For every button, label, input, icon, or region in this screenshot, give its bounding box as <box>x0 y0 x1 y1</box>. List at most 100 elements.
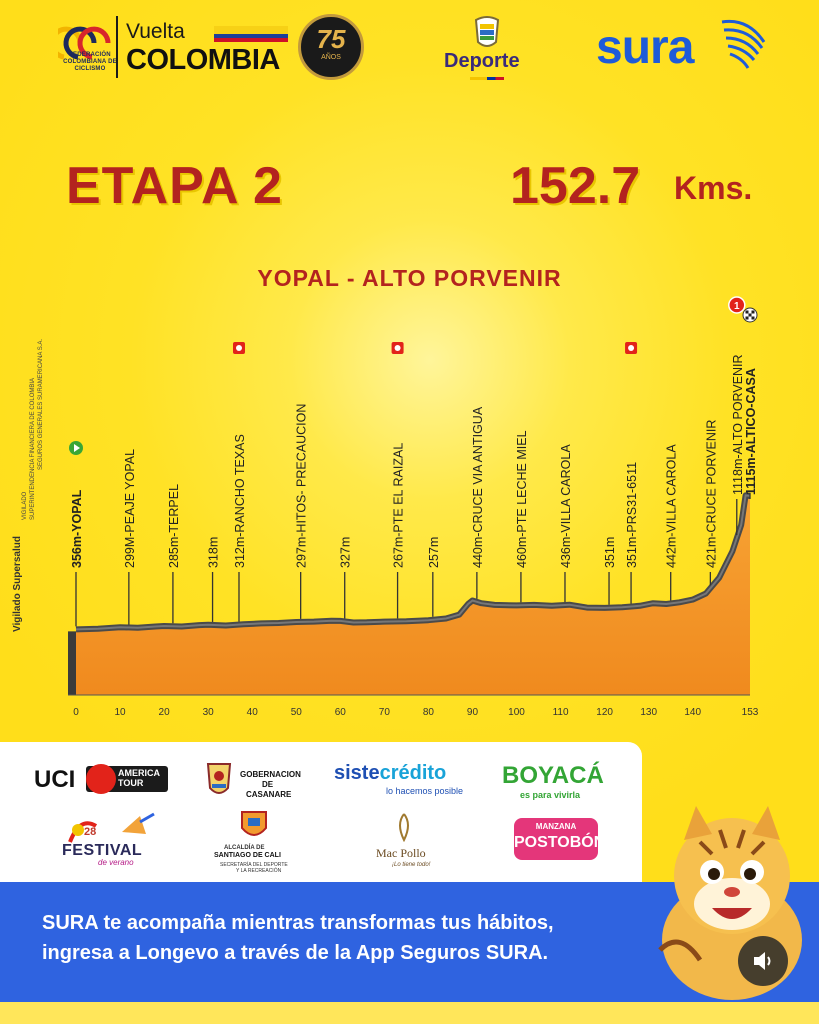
finish-flag-cell <box>745 310 749 314</box>
waypoint-label: 267m-PTE EL RAIZAL <box>392 443 406 568</box>
x-tick-label: 100 <box>508 707 525 718</box>
tiger-mascot-icon <box>658 806 802 1000</box>
profile-side-wall <box>68 631 76 695</box>
waypoint-label: 460m-PTE LECHE MIEL <box>515 430 529 568</box>
fcc-name: FEDERACIÓN COLOMBIANA DE CICLISMO <box>63 52 117 72</box>
x-tick-label: 50 <box>291 707 303 718</box>
mac-pollo-icon <box>399 813 409 842</box>
vuelta-title: COLOMBIA <box>126 44 280 76</box>
x-tick-label: 90 <box>467 707 479 718</box>
mac-pollo-tagline: ¡Lo tiene todo! <box>392 862 431 868</box>
waypoint-label: 1118m-ALTO PORVENIR <box>731 354 745 495</box>
waypoint-label: 442m-VILLA CAROLA <box>665 444 679 568</box>
x-tick-label: 30 <box>203 707 215 718</box>
x-tick-label: 0 <box>73 707 79 718</box>
waypoint-label: 285m-TERPEL <box>167 484 181 568</box>
anniversary-number: 75 <box>316 24 346 54</box>
festival-subtitle: de verano <box>98 858 134 867</box>
credito-part: crédito <box>379 762 447 784</box>
mac-pollo-name: Mac Pollo <box>376 846 426 860</box>
boyaca-logo: BOYACÁ <box>502 762 604 789</box>
cali-line-2: SANTIAGO DE CALI <box>214 852 281 859</box>
banner-line-1: SURA te acompaña mientras transformas tu… <box>42 912 554 934</box>
waypoint-label: 356m-YOPAL <box>70 489 84 568</box>
x-tick-label: 110 <box>553 707 569 718</box>
festival-number: 28 <box>84 826 97 838</box>
stage-route: YOPAL - ALTO PORVENIR <box>257 265 562 291</box>
uci-tour-line-2: TOUR <box>118 778 144 788</box>
x-tick-label: 120 <box>596 707 613 718</box>
cali-line-3: SECRETARÍA DEL DEPORTE <box>220 862 288 868</box>
postobon-top-text: MANZANA <box>535 822 577 831</box>
uci-tour-line-1: AMERICA <box>118 768 160 778</box>
casanare-crest-icon <box>206 763 232 794</box>
siste-part: siste <box>334 762 380 784</box>
x-tick-label: 60 <box>335 707 347 718</box>
x-tick-label: 10 <box>114 707 126 718</box>
sprint-dot-icon <box>235 345 242 351</box>
x-tick-label: 70 <box>379 707 391 718</box>
climb-marker-label: 1 <box>734 301 740 312</box>
climb-marker-icon <box>728 296 746 314</box>
profile-ridge-highlight <box>75 494 751 631</box>
waypoint-label: 257m <box>427 537 441 568</box>
cali-line-4: Y LA RECREACIÓN <box>236 868 282 874</box>
fcc-logo-icon <box>58 26 111 60</box>
sprint-dot-icon <box>394 345 401 351</box>
x-tick-label: 20 <box>159 707 171 718</box>
finish-flag-cell <box>745 316 749 320</box>
x-tick-label: 40 <box>247 707 259 718</box>
postobon-main-text: POSTOBÓN <box>514 834 606 851</box>
waypoint-label: 1115m-ALTICO-CASA <box>744 368 758 495</box>
x-tick-label: 140 <box>684 707 701 718</box>
sura-logo-text: sura <box>596 21 694 74</box>
x-tick-label: 130 <box>640 707 657 718</box>
waypoint-label: 440m-CRUCE VIA ANTIGUA <box>471 406 485 568</box>
header-divider <box>116 16 118 78</box>
bottom-strip <box>0 1002 819 1024</box>
gobernacion-line-3: CASANARE <box>246 790 292 799</box>
elevation-profile-chart: 356m-YOPAL 299M-PEAJE YOPAL 285m-TERPEL 318… <box>68 296 759 718</box>
start-arrow-icon <box>74 444 80 452</box>
waypoint-label: 312m-RANCHO TEXAS <box>233 434 247 568</box>
sprint-dot-icon <box>628 345 635 351</box>
waypoint-label: 299M-PEAJE YOPAL <box>123 449 137 568</box>
stage-title: ETAPA 2 <box>66 157 283 215</box>
banner-line-2: ingresa a Longevo a través de la App Seg… <box>42 942 549 964</box>
profile-base <box>68 492 751 696</box>
x-tick-label: 153 <box>742 707 759 718</box>
anniversary-badge <box>298 14 364 80</box>
sistecredito-logo: sistecrédito <box>334 762 446 785</box>
boyaca-tagline: es para vivirla <box>520 790 581 800</box>
festival-title: FESTIVAL <box>62 842 143 859</box>
stage-distance: 152.7 <box>510 157 641 215</box>
deporte-logo-text: Deporte <box>444 50 520 72</box>
finish-flag-cell <box>751 316 755 320</box>
deporte-flag-bar <box>470 77 504 80</box>
waypoint-label: 318m <box>207 537 221 568</box>
uci-tour-text: AMERICA TOUR <box>118 768 160 788</box>
x-tick-label: 80 <box>423 707 435 718</box>
cali-crest-icon <box>241 811 267 836</box>
stage-distance-unit: Kms. <box>674 170 753 206</box>
profile-ticks: 0 10 20 30 40 50 60 70 80 90 100 110 120 130 140 153 <box>73 492 759 718</box>
speaker-icon[interactable] <box>750 948 776 974</box>
waypoint-label: 297m-HITOS- PRECAUCION <box>295 404 309 568</box>
gobernacion-line-2: DE <box>262 780 274 789</box>
sura-wing-icon <box>721 19 766 69</box>
waypoint-label: 327m <box>339 537 353 568</box>
waypoint-label: 351m <box>603 537 617 568</box>
postobon-logo-box <box>514 818 598 860</box>
waypoint-label: 351m-PRS31-6511 <box>625 462 639 568</box>
sistecredito-tagline: lo hacemos posible <box>386 786 464 796</box>
waypoint-label: 436m-VILLA CAROLA <box>559 444 573 568</box>
waypoint-label: 421m-CRUCE PORVENIR <box>704 420 718 568</box>
uci-logo-text: UCI <box>34 766 76 793</box>
vuelta-small-label: Vuelta <box>126 20 185 43</box>
gobernacion-line-1: GOBERNACION <box>240 770 301 779</box>
anniversary-sub: AÑOS <box>321 54 341 61</box>
colombia-crest-icon <box>474 16 500 47</box>
profile-area <box>76 495 750 695</box>
colombia-flag-icon <box>214 26 288 42</box>
